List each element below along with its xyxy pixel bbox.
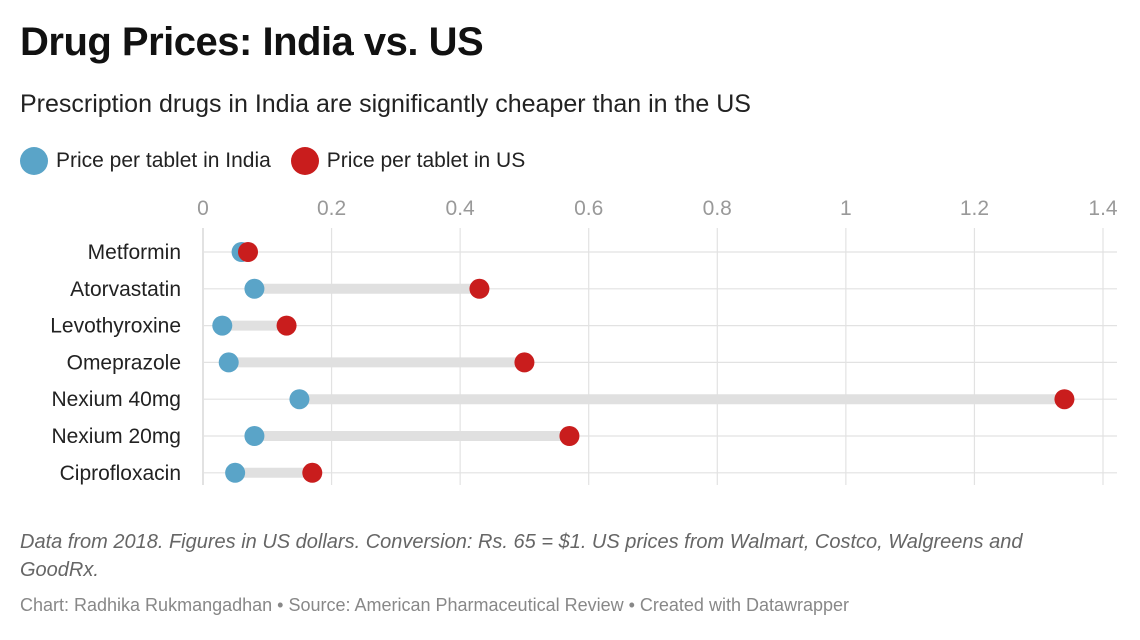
chart-notes: Data from 2018. Figures in US dollars. C… [20,531,1023,581]
x-tick-label: 1 [840,197,852,220]
chart-subtitle: Prescription drugs in India are signific… [20,90,751,118]
chart-title: Drug Prices: India vs. US [20,20,484,64]
x-tick-label: 1.2 [960,197,989,220]
legend: Price per tablet in India Price per tabl… [20,146,545,176]
india-price-dot [289,389,310,410]
category-label: Metformin [88,241,181,264]
india-price-dot [212,315,233,336]
india-price-dot [244,426,265,446]
x-tick-label: 1.4 [1088,197,1118,220]
us-price-dot [559,426,580,446]
india-price-dot [225,462,246,483]
category-label: Omeprazole [67,351,181,374]
us-price-dot [514,352,535,373]
x-tick-label: 0 [197,197,209,220]
x-tick-label: 0.8 [703,197,732,220]
category-label: Levothyroxine [50,315,181,338]
category-label: Ciprofloxacin [60,462,181,485]
category-label: Atorvastatin [70,278,181,301]
us-price-dot [302,462,323,483]
us-price-dot [238,242,258,262]
india-price-dot [244,278,265,299]
us-price-dot [1054,389,1075,410]
legend-swatch-us [290,147,319,175]
legend-label-india: Price per tablet in India [56,149,271,172]
legend-item-india: Price per tablet in India [20,147,271,175]
legend-item-us: Price per tablet in US [290,147,526,175]
x-tick-label: 0.4 [446,197,476,220]
category-label: Nexium 20mg [51,425,181,448]
legend-swatch-india [20,147,48,175]
us-price-dot [276,315,297,336]
india-price-dot [218,352,239,373]
chart-byline: Chart: Radhika Rukmangadhan • Source: Am… [20,595,850,615]
x-tick-label: 0.2 [317,197,346,220]
category-label: Nexium 40mg [51,388,181,411]
us-price-dot [469,278,490,299]
x-tick-label: 0.6 [574,197,603,220]
dot-range-chart: 0 0.2 0.4 0.6 0.8 1 1.2 1.4 Metformin Atorvastati… [50,197,1118,485]
legend-label-us: Price per tablet in US [326,149,526,172]
